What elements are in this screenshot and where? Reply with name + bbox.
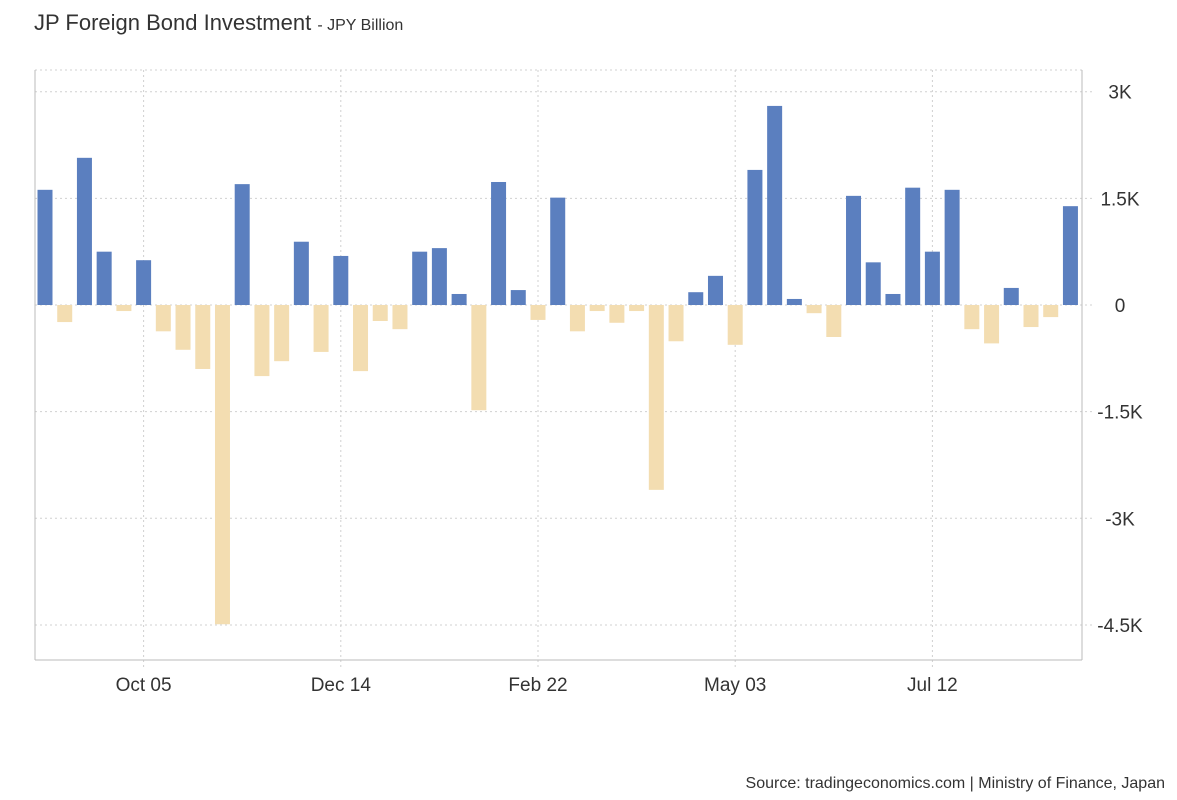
bar xyxy=(491,181,507,305)
bar xyxy=(136,260,152,305)
bar xyxy=(648,305,664,490)
bar xyxy=(806,305,822,314)
y-tick-label: 0 xyxy=(1115,296,1126,317)
bar xyxy=(431,248,447,305)
bar xyxy=(175,305,191,350)
bar xyxy=(353,305,369,372)
chart-title: JP Foreign Bond Investment - JPY Billion xyxy=(34,10,403,36)
bar xyxy=(333,255,349,305)
bar xyxy=(747,169,763,305)
bar xyxy=(668,305,684,342)
bar xyxy=(96,251,112,305)
x-tick-label: Jul 12 xyxy=(907,675,958,696)
bar xyxy=(865,262,881,305)
y-tick-label: -4.5K xyxy=(1097,616,1143,637)
x-tick-label: Dec 14 xyxy=(311,675,372,696)
bar xyxy=(37,189,53,305)
bar xyxy=(530,305,546,320)
bar xyxy=(1023,305,1039,328)
bar xyxy=(905,187,921,305)
bar xyxy=(1062,206,1078,305)
bar xyxy=(984,305,1000,344)
bar xyxy=(392,305,408,330)
x-tick-label: May 03 xyxy=(704,675,766,696)
bar xyxy=(589,305,605,312)
bar xyxy=(550,197,566,305)
x-tick-label: Oct 05 xyxy=(116,675,172,696)
bar xyxy=(569,305,585,332)
bar xyxy=(924,251,940,305)
y-tick-label: 3K xyxy=(1108,83,1132,104)
bar xyxy=(372,305,388,321)
bar xyxy=(76,157,92,305)
bar xyxy=(885,293,901,305)
bar xyxy=(688,292,704,305)
bar xyxy=(195,305,211,369)
bar xyxy=(727,305,743,345)
bar xyxy=(826,305,842,337)
x-tick-label: Feb 22 xyxy=(508,675,567,696)
title-text: JP Foreign Bond Investment xyxy=(34,10,312,35)
bar xyxy=(609,305,625,323)
bar xyxy=(293,241,309,305)
bar xyxy=(116,305,132,312)
bar xyxy=(1003,287,1019,305)
bar xyxy=(786,298,802,305)
y-tick-label: -1.5K xyxy=(1097,403,1143,424)
source-note: Source: tradingeconomics.com | Ministry … xyxy=(745,775,1165,792)
bar xyxy=(1043,305,1059,318)
bar xyxy=(214,305,230,625)
unit-label: - JPY Billion xyxy=(317,17,404,34)
bar xyxy=(57,305,73,323)
bar xyxy=(313,305,329,352)
bar xyxy=(629,305,645,312)
bar xyxy=(234,184,250,305)
bar xyxy=(846,195,862,305)
bar xyxy=(451,293,467,305)
unit-text: JPY Billion xyxy=(327,17,404,34)
bar xyxy=(944,189,960,305)
y-tick-label: 1.5K xyxy=(1100,189,1139,210)
y-tick-label: -3K xyxy=(1105,509,1135,530)
bar xyxy=(471,305,487,411)
bar xyxy=(707,275,723,305)
bar xyxy=(510,290,526,305)
bar xyxy=(767,105,783,305)
bar xyxy=(254,305,270,377)
bar xyxy=(412,251,428,305)
bar xyxy=(964,305,980,330)
bar xyxy=(274,305,290,362)
bar xyxy=(155,305,171,332)
